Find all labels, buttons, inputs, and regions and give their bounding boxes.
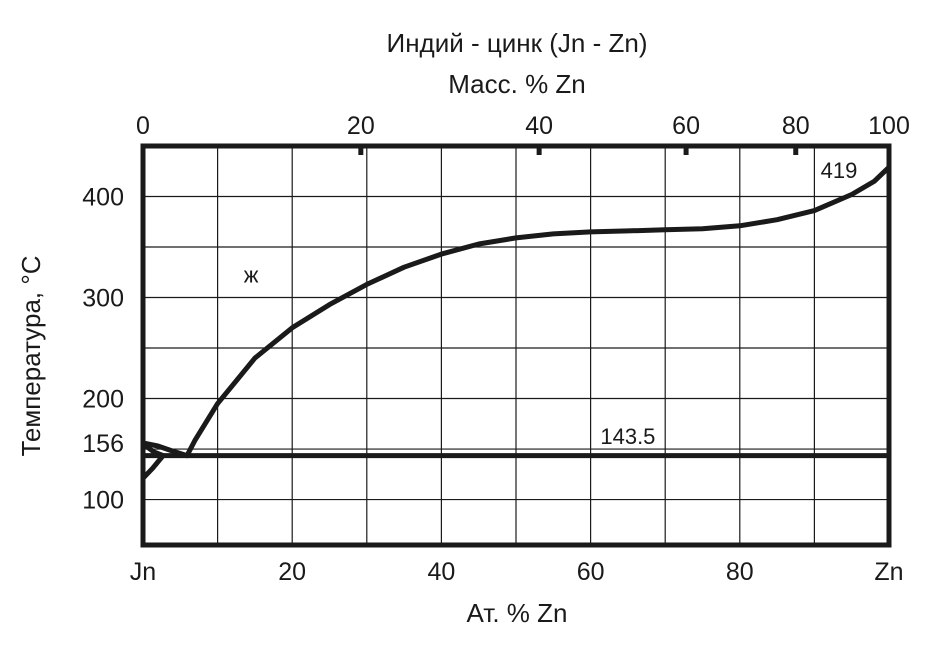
- series-lines: [140, 164, 892, 481]
- series-line-0: [184, 164, 892, 459]
- annotations: ж 143.5 419: [244, 158, 858, 449]
- bottom-tick-label: Zn: [874, 558, 903, 586]
- annotation-label: ж: [244, 262, 259, 287]
- x-axis-label: Ат. % Zn: [467, 598, 568, 628]
- series-line-3: [140, 453, 166, 481]
- bottom-tick-labels: Jn 20 40 60 80 Zn: [130, 558, 904, 586]
- bottom-tick-label: 20: [278, 558, 306, 586]
- top-axis-label: Масс. % Zn: [448, 69, 586, 99]
- bottom-tick-label: 40: [427, 558, 455, 586]
- top-tick-label: 80: [782, 112, 810, 140]
- y-tick-label: 400: [82, 184, 124, 212]
- top-tick-label: 20: [347, 112, 375, 140]
- bottom-tick-label: 60: [577, 558, 605, 586]
- top-tick-label: 40: [525, 112, 553, 140]
- y-axis-label: Температура, °С: [16, 255, 46, 456]
- grid: [143, 146, 889, 545]
- y-tick-label: 156: [82, 430, 124, 458]
- y-tick-label: 200: [82, 386, 124, 414]
- y-tick-label: 100: [82, 487, 124, 515]
- plot-frame: [140, 143, 892, 548]
- y-tick-labels: 100 156 200 300 400: [82, 184, 124, 515]
- top-tick-labels: 0 20 40 60 80 100: [136, 112, 910, 140]
- chart-title: Индий - цинк (Jn - Zn): [387, 28, 648, 58]
- top-tick-label: 60: [672, 112, 700, 140]
- y-tick-label: 300: [82, 285, 124, 313]
- top-tick-label: 0: [136, 112, 150, 140]
- bottom-tick-label: Jn: [130, 558, 156, 586]
- annotation-label: 143.5: [600, 424, 655, 449]
- bottom-tick-label: 80: [726, 558, 754, 586]
- annotation-label: 419: [821, 158, 858, 183]
- top-tick-label: 100: [868, 112, 910, 140]
